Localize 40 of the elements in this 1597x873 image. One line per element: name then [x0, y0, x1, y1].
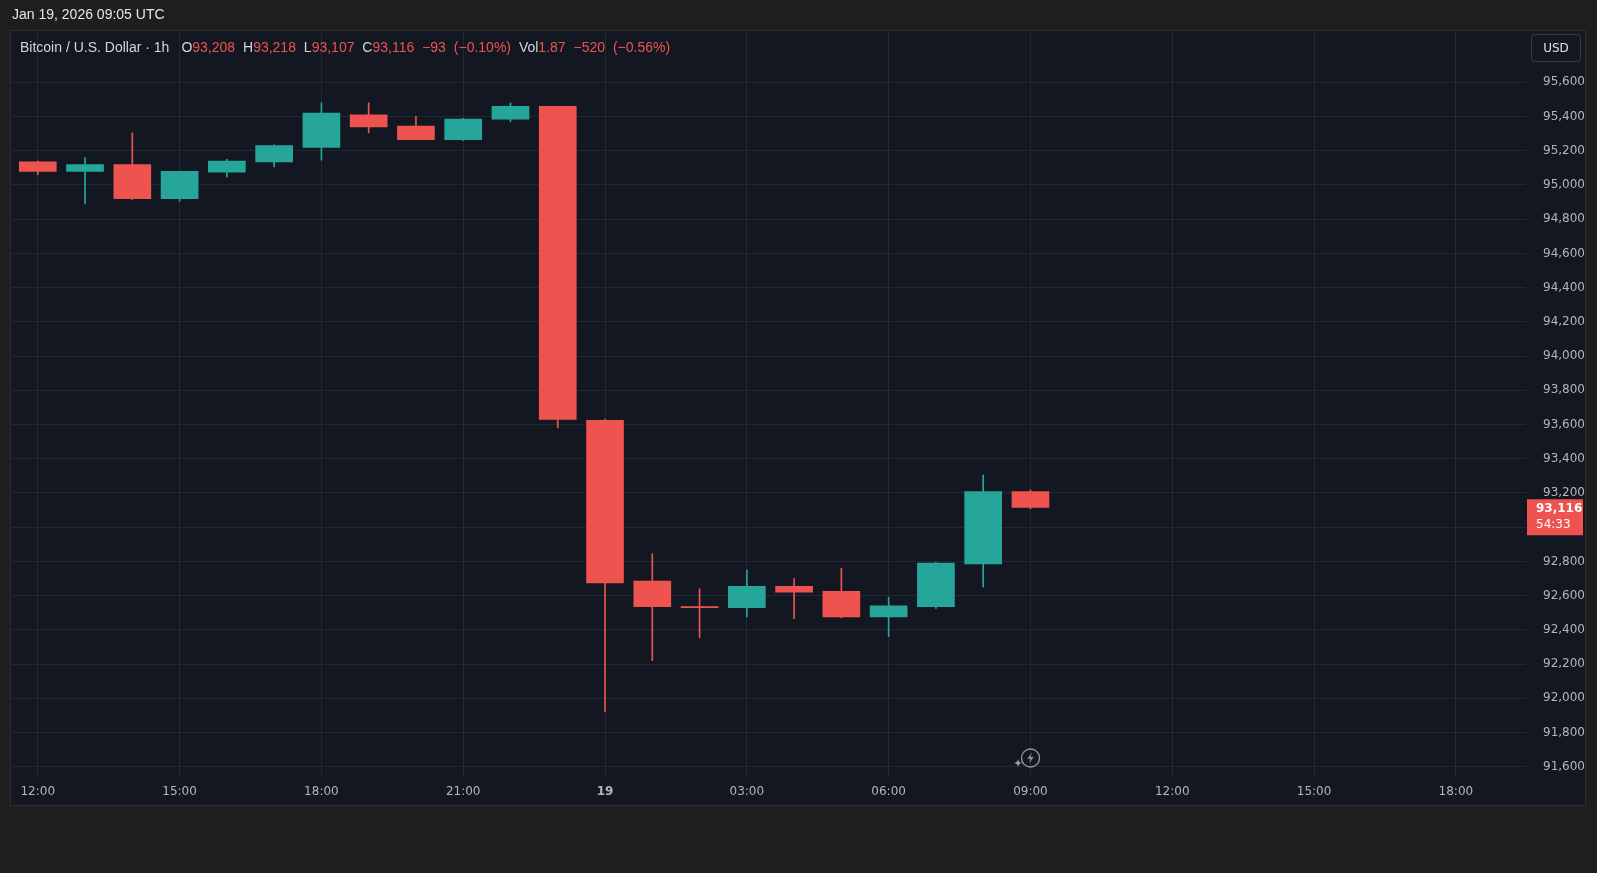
text: Jan 19, 2026 09:05 UTC — [12, 6, 165, 23]
y-tick-label: 94,800 — [1543, 211, 1585, 226]
y-tick-label: 92,800 — [1543, 553, 1585, 568]
y-tick-label: 93,200 — [1543, 485, 1585, 500]
y-tick-label: 92,400 — [1543, 621, 1585, 636]
y-tick-label: 93,400 — [1543, 450, 1585, 465]
x-tick-label: 09:00 — [1013, 784, 1048, 799]
x-tick-label: 21:00 — [445, 784, 481, 799]
candlestick — [775, 578, 813, 620]
y-tick-label: 91,800 — [1543, 724, 1585, 739]
y-tick-label: 92,600 — [1543, 587, 1585, 602]
x-tick-label: 15:00 — [1296, 784, 1332, 799]
x-tick-label: 03:00 — [729, 784, 765, 799]
x-tick-label: 19 — [596, 784, 614, 799]
x-tick-label: 12:00 — [20, 784, 56, 799]
y-tick-label: 94,400 — [1543, 279, 1585, 294]
y-tick-label: 92,000 — [1543, 690, 1585, 705]
y-tick-label: 94,600 — [1543, 245, 1585, 260]
y-tick-label: 94,200 — [1543, 314, 1585, 328]
text: 93,116 — [1536, 501, 1583, 516]
x-tick-label: 15:00 — [162, 784, 197, 799]
y-tick-label: 95,000 — [1543, 177, 1585, 192]
y-tick-label: 94,000 — [1543, 348, 1585, 363]
y-tick-label: 95,400 — [1543, 108, 1585, 123]
y-tick-label: 91,600 — [1543, 758, 1585, 773]
text: Bitcoin / U.S. Dollar · 1h — [20, 39, 170, 56]
y-tick-label: 93,800 — [1543, 382, 1585, 397]
y-tick-label: 95,200 — [1543, 142, 1585, 157]
x-tick-label: 18:00 — [1438, 784, 1474, 799]
y-tick-label: 95,600 — [1543, 74, 1585, 89]
y-axis-title: USD — [1531, 34, 1581, 62]
y-tick-label: 92,200 — [1543, 656, 1585, 671]
text: O93,208 H93,218 L93,107 C93,116 −93 (−0.10%) Vol1.87 −520 (−0.56%) — [181, 39, 671, 55]
y-tick-label: 93,600 — [1543, 416, 1585, 431]
x-tick-label: 18:00 — [304, 784, 339, 799]
candlestick — [633, 553, 672, 661]
x-tick-label: 12:00 — [1154, 784, 1190, 799]
text: 54:33 — [1536, 517, 1571, 532]
x-tick-label: 06:00 — [871, 784, 906, 799]
candlestick — [66, 157, 104, 205]
